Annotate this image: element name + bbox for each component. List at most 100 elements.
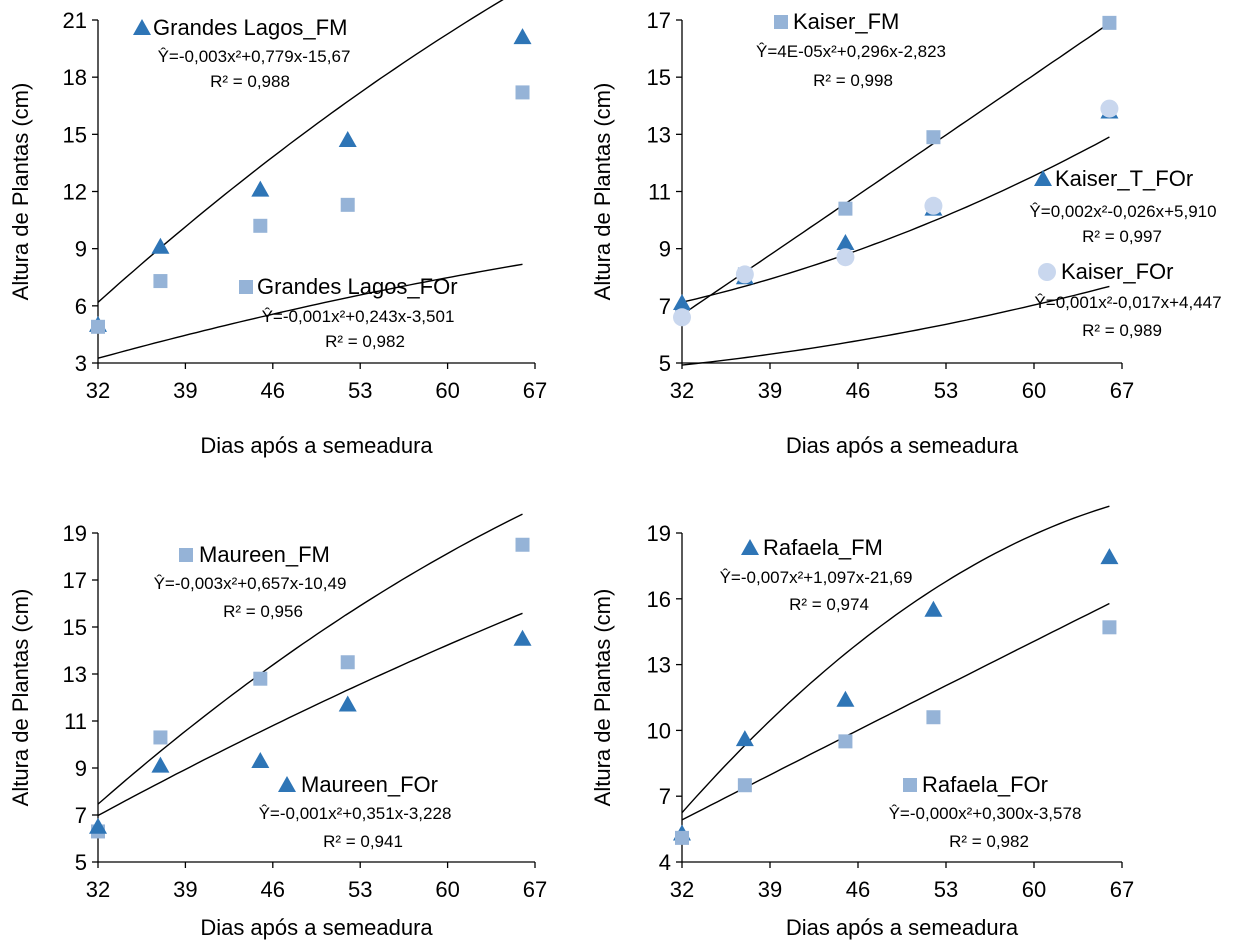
data-point	[89, 817, 107, 834]
data-point	[513, 28, 532, 45]
y-tick-label: 13	[647, 122, 671, 147]
x-tick-label: 60	[1022, 378, 1046, 403]
r-squared-label: R² = 0,982	[949, 832, 1029, 851]
y-tick-label: 13	[647, 653, 671, 678]
y-tick-label: 10	[647, 718, 671, 743]
data-point	[673, 293, 691, 310]
y-tick-label: 6	[75, 294, 87, 319]
data-point	[838, 201, 853, 216]
y-tick-label: 19	[63, 521, 87, 546]
x-tick-label: 46	[261, 378, 285, 403]
y-tick-label: 9	[75, 756, 87, 781]
data-point	[1100, 548, 1119, 565]
y-axis-title: Altura de Plantas (cm)	[8, 589, 33, 807]
r-squared-label: R² = 0,988	[210, 72, 290, 91]
chart-panel-4: 4 7 10 13 16 19 32 39 46 53 60 67 Dias após a semead…	[590, 505, 1134, 940]
r-squared-label: R² = 0,956	[223, 602, 303, 621]
y-tick-label: 15	[63, 122, 87, 147]
x-tick-label: 53	[934, 877, 958, 902]
y-tick-label: 11	[648, 180, 671, 205]
data-point	[340, 655, 355, 670]
legend-marker	[133, 19, 151, 35]
data-point	[924, 196, 943, 215]
regression-equation: Ŷ=-0,001x²+0,351x-3,228	[259, 804, 452, 823]
y-tick-label: 7	[75, 803, 87, 828]
y-tick-label: 17	[647, 8, 671, 33]
series-label: Kaiser_T_FOr	[1055, 166, 1193, 191]
legend-marker	[278, 776, 296, 792]
data-point	[253, 218, 268, 233]
data-point	[338, 695, 357, 712]
regression-equation: Ŷ=0,001x²-0,017x+4,447	[1034, 293, 1221, 312]
x-tick-label: 46	[261, 877, 285, 902]
x-tick-label: 32	[86, 378, 110, 403]
y-tick-label: 11	[64, 709, 87, 734]
x-tick-label: 60	[435, 877, 459, 902]
x-tick-label: 67	[523, 877, 547, 902]
data-point	[253, 671, 268, 686]
r-squared-label: R² = 0,974	[789, 595, 869, 614]
x-tick-label: 46	[846, 378, 870, 403]
y-tick-label: 15	[647, 65, 671, 90]
data-point	[735, 265, 754, 284]
data-point	[91, 319, 105, 334]
x-tick-label: 67	[523, 378, 547, 403]
x-tick-label: 39	[758, 877, 782, 902]
y-tick-label: 5	[659, 351, 671, 376]
x-axis-title: Dias após a semeadura	[786, 433, 1019, 458]
data-point	[1102, 15, 1117, 30]
y-tick-label: 9	[659, 237, 671, 262]
legend-marker	[741, 539, 759, 555]
trendline-1	[681, 22, 1110, 316]
y-tick-label: 18	[63, 65, 87, 90]
data-point	[675, 830, 689, 845]
data-point	[251, 751, 270, 768]
x-axis-title: Dias após a semeadura	[786, 915, 1019, 940]
y-tick-label: 4	[659, 850, 671, 875]
regression-equation: Ŷ=-0,003x²+0,779x-15,67	[158, 47, 351, 66]
x-tick-label: 60	[1022, 877, 1046, 902]
x-axis-title: Dias após a semeadura	[200, 915, 433, 940]
x-tick-label: 32	[670, 378, 694, 403]
data-point	[515, 85, 530, 100]
data-point	[513, 629, 532, 646]
trendline-1	[97, 513, 523, 805]
trendline-2	[97, 612, 523, 817]
r-squared-label: R² = 0,941	[323, 832, 403, 851]
data-point	[926, 710, 941, 725]
chart-panel-2: 5 7 9 11 13 15 17 32 39 46 53 60 67 Dias após a semea…	[590, 8, 1222, 458]
x-tick-label: 32	[670, 877, 694, 902]
trendline-2	[681, 602, 1110, 821]
trendline-3	[681, 285, 1110, 366]
data-point	[924, 600, 943, 617]
x-tick-label: 67	[1110, 378, 1134, 403]
series-label: Rafaela_FOr	[922, 772, 1048, 797]
legend-marker	[1034, 170, 1052, 186]
y-tick-label: 21	[63, 8, 87, 33]
legend-marker	[774, 15, 788, 29]
x-tick-label: 60	[435, 378, 459, 403]
regression-equation: Ŷ=-0,003x²+0,657x-10,49	[154, 574, 347, 593]
data-point	[838, 734, 853, 749]
y-tick-label: 9	[75, 237, 87, 262]
data-point	[515, 537, 530, 552]
y-tick-label: 16	[647, 587, 671, 612]
r-squared-label: R² = 0,998	[813, 71, 893, 90]
r-squared-label: R² = 0,982	[325, 332, 405, 351]
y-tick-label: 5	[75, 850, 87, 875]
x-tick-label: 39	[758, 378, 782, 403]
chart-panel-1: 3 6 9 12 15 18 21 32 39 46 53 60 67 Dias após a semea…	[8, 0, 547, 458]
regression-equation: Ŷ=-0,001x²+0,243x-3,501	[262, 307, 455, 326]
data-point	[151, 756, 170, 773]
series-label: Kaiser_FM	[793, 9, 899, 34]
y-tick-label: 17	[63, 568, 87, 593]
y-axis-title: Altura de Plantas (cm)	[590, 589, 615, 807]
r-squared-label: R² = 0,989	[1082, 321, 1162, 340]
data-point	[836, 233, 855, 250]
regression-equation: Ŷ=-0,007x²+1,097x-21,69	[720, 568, 913, 587]
y-axis-title: Altura de Plantas (cm)	[590, 83, 615, 301]
data-point	[673, 308, 691, 327]
data-point	[151, 237, 170, 254]
data-point	[1100, 99, 1119, 118]
x-axis-title: Dias após a semeadura	[200, 433, 433, 458]
